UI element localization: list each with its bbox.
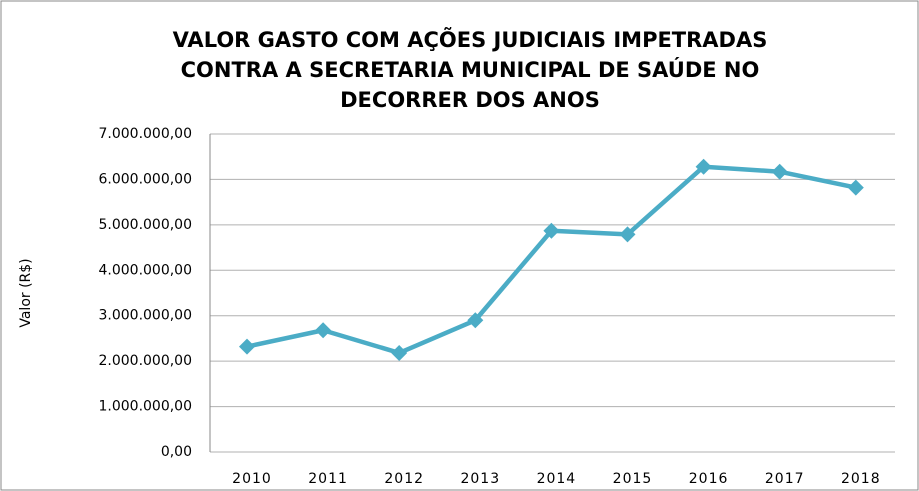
x-tick-label: 2017 [765, 471, 805, 487]
x-tick-label: 2018 [841, 471, 881, 487]
x-tick-label: 2011 [308, 471, 348, 487]
y-tick-label: 2.000.000,00 [98, 353, 192, 369]
y-tick-label: 6.000.000,00 [98, 171, 192, 187]
y-tick-label: 1.000.000,00 [98, 399, 192, 415]
data-marker [239, 338, 255, 355]
x-tick-label: 2016 [689, 471, 729, 487]
data-marker [391, 344, 408, 361]
y-axis-label: Valor (R$) [18, 258, 34, 327]
data-marker [695, 158, 712, 175]
y-tick-label: 0,00 [161, 444, 192, 460]
x-tick-label: 2012 [384, 471, 424, 487]
chart-title: CONTRA A SECRETARIA MUNICIPAL DE SAÚDE N… [181, 57, 760, 82]
x-tick-label: 2013 [460, 471, 500, 487]
data-marker [619, 226, 636, 243]
data-marker [771, 163, 788, 180]
y-tick-label: 4.000.000,00 [98, 262, 192, 278]
x-tick-label: 2010 [232, 471, 272, 487]
data-marker [467, 312, 484, 329]
data-marker [847, 179, 864, 196]
chart-title: VALOR GASTO COM AÇÕES JUDICIAIS IMPETRAD… [173, 27, 768, 52]
data-marker [543, 222, 560, 239]
chart-title: DECORRER DOS ANOS [340, 88, 600, 112]
x-tick-label: 2015 [613, 471, 653, 487]
y-tick-label: 5.000.000,00 [98, 217, 192, 233]
y-tick-label: 3.000.000,00 [98, 308, 192, 324]
y-tick-label: 7.000.000,00 [98, 126, 192, 142]
data-marker [315, 322, 332, 339]
x-tick-label: 2014 [537, 471, 577, 487]
